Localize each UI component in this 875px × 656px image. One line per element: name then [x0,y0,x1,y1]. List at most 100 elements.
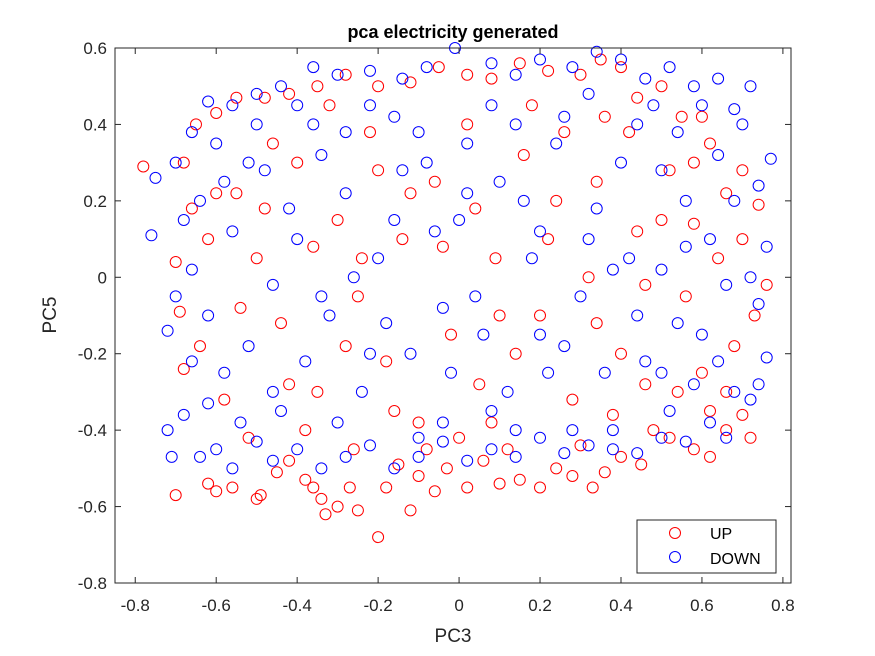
data-point-up [704,450,716,463]
data-point-down [760,351,773,364]
data-point-down [436,301,449,314]
data-point-up [655,80,668,93]
data-point-down [704,233,716,246]
y-tick-label: 0.2 [83,192,107,211]
data-point-down [218,175,231,188]
data-point-up [679,290,692,303]
data-point-up [283,454,296,467]
data-point-up [635,458,648,471]
data-point-up [412,416,425,429]
data-point-up [469,202,482,215]
data-point-up [509,347,522,360]
data-point-down [307,118,320,131]
data-point-down [242,156,255,169]
data-point-down [323,309,336,322]
data-point-up [185,202,198,215]
data-point-down [315,462,328,475]
data-point-down [445,366,457,379]
chart-title: pca electricity generated [347,22,558,42]
data-point-down [558,447,571,460]
data-point-up [355,252,368,265]
x-tick-label: 0.6 [690,596,714,615]
data-point-up [428,485,441,498]
data-point-down [185,355,198,368]
data-point-up [687,217,700,230]
data-point-up [428,175,441,188]
data-point-up [137,160,150,173]
data-point-up [323,99,336,112]
data-point-down [764,152,777,165]
data-point-down [420,156,433,169]
data-point-down [169,290,182,303]
data-point-up [250,492,263,505]
data-point-up [744,431,757,444]
data-point-up [513,57,526,70]
data-point-down [509,450,522,463]
data-point-down [509,424,522,437]
data-point-down [404,347,417,360]
data-point-down [469,290,482,303]
data-point-down [372,252,385,265]
data-point-up [760,278,773,291]
data-point-down [453,214,466,226]
data-point-up [436,240,449,253]
x-tick-label: 0.8 [771,596,795,615]
data-point-down [687,80,700,93]
data-point-up [461,118,474,131]
data-point-down [177,214,190,226]
y-tick-label: 0.4 [83,115,107,134]
y-tick-label: -0.8 [78,574,107,593]
data-point-up [372,531,385,544]
data-point-down [647,99,660,112]
data-point-up [202,477,215,490]
data-point-up [493,477,506,490]
data-point-up [343,481,356,494]
data-point-up [202,233,215,246]
data-point-up [687,443,700,456]
data-point-up [380,355,393,368]
data-point-up [311,80,324,93]
data-point-up [307,481,320,494]
data-point-down [275,405,287,417]
data-point-up [574,439,587,452]
data-point-up [388,405,401,417]
data-point-down [501,385,514,398]
data-point-down [234,416,247,429]
data-point-down [744,393,757,406]
data-point-down [598,366,611,379]
data-point-up [525,99,538,112]
data-point-up [663,431,676,444]
data-point-up [695,366,708,379]
data-point-down [760,240,773,253]
data-point-up [440,462,453,475]
x-tick-label: 0 [454,596,463,615]
data-point-down [687,378,700,391]
data-point-up [615,347,627,360]
data-point-up [615,61,627,74]
data-point-down [655,263,668,276]
data-point-down [364,99,376,112]
data-point-down [679,240,692,253]
data-point-down [266,454,279,467]
data-point-up [351,504,364,517]
x-tick-label: -0.4 [283,596,312,615]
legend-marker-up [669,527,681,539]
data-point-down [315,290,328,303]
y-axis-label: PC5 [40,297,61,334]
data-point-up [230,187,243,200]
data-point-up [372,164,385,177]
data-point-down [165,450,178,463]
data-point-down [388,214,401,226]
plot-area [115,48,791,583]
data-point-up [671,385,684,398]
data-point-down [752,378,765,391]
data-point-down [339,450,352,463]
data-point-down [185,263,198,276]
data-point-up [210,485,223,498]
data-point-up [594,53,607,66]
data-point-down [149,171,162,184]
points-layer [137,42,777,544]
y-tick-label: -0.2 [78,345,107,364]
data-point-down [436,416,449,429]
